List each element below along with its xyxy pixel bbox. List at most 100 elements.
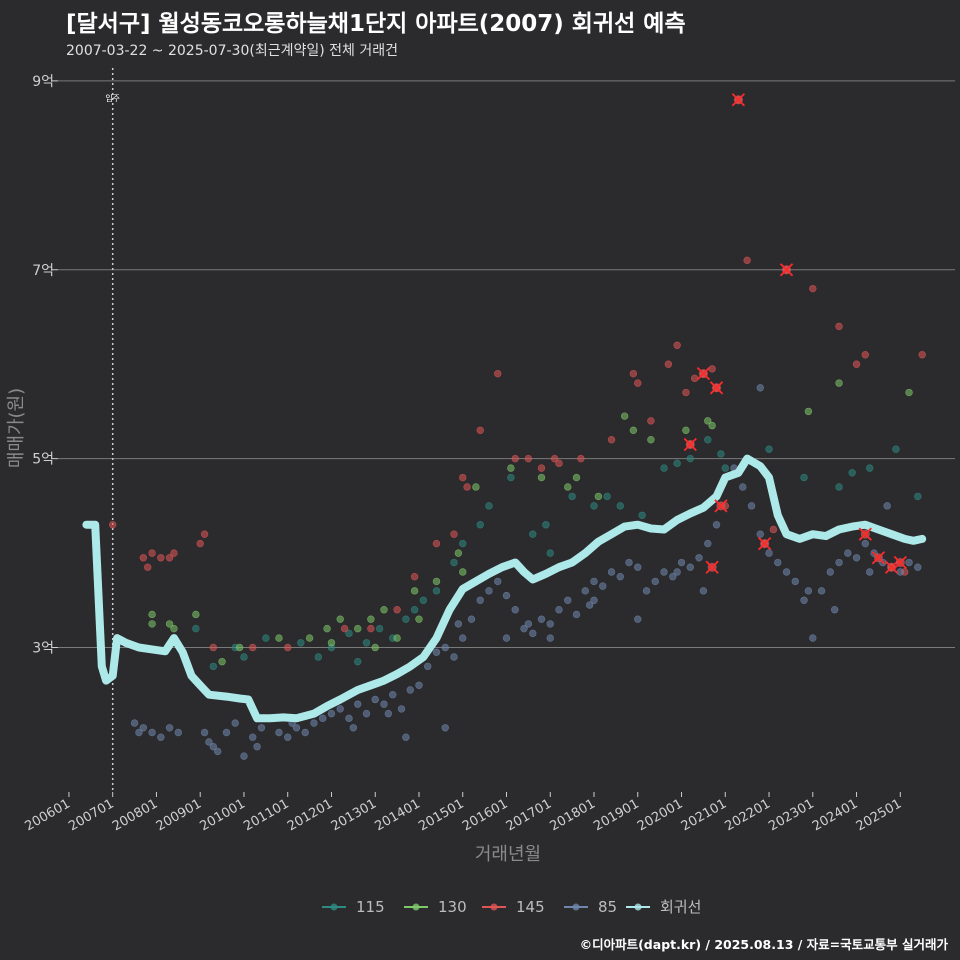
point-115 [590, 502, 598, 510]
point-85 [546, 620, 554, 628]
legend-label: 130 [438, 898, 467, 916]
point-85 [494, 577, 502, 586]
point-115 [476, 521, 484, 529]
point-85 [520, 624, 528, 633]
point-145 [664, 360, 673, 368]
point-115 [345, 629, 353, 638]
y-axis-title: 매매가(원) [6, 388, 27, 468]
point-145 [393, 606, 401, 614]
point-85 [284, 733, 292, 741]
point-85 [905, 558, 913, 567]
point-85 [695, 554, 703, 562]
point-85 [524, 620, 533, 628]
point-145 [459, 473, 467, 482]
point-145 [607, 436, 616, 444]
point-85 [148, 728, 156, 737]
point-85 [852, 554, 861, 562]
point-145 [144, 563, 152, 571]
highlight-cross [871, 551, 886, 565]
point-115 [485, 502, 493, 510]
highlight-cross [683, 437, 697, 452]
move-in-label: 입주 [105, 94, 120, 103]
point-130 [620, 412, 629, 420]
point-145 [284, 643, 292, 652]
point-85 [616, 572, 624, 581]
point-85 [502, 591, 511, 600]
point-145 [682, 388, 690, 397]
point-115 [546, 549, 554, 557]
point-85 [476, 596, 484, 604]
point-130 [507, 464, 515, 472]
point-145 [367, 624, 375, 633]
point-145 [577, 454, 585, 463]
points-layer [108, 96, 926, 760]
x-tick-label: 200701 [66, 796, 116, 834]
point-115 [835, 483, 843, 491]
point-85 [222, 728, 231, 737]
x-tick-label: 201001 [197, 796, 247, 834]
legend-swatch-dot [572, 903, 580, 911]
point-145 [200, 530, 209, 538]
point-85 [599, 582, 607, 590]
point-115 [765, 445, 773, 453]
point-85 [165, 724, 174, 732]
point-85 [686, 563, 694, 571]
point-85 [607, 568, 616, 576]
point-85 [529, 629, 537, 638]
point-85 [914, 563, 922, 571]
y-tick-label: 3억 [32, 641, 54, 657]
point-85 [275, 728, 283, 737]
point-115 [262, 634, 270, 642]
point-130 [323, 624, 331, 633]
point-145 [170, 549, 178, 557]
grid-layer [58, 80, 955, 649]
point-145 [524, 454, 533, 463]
y-tick-label: 7억 [32, 263, 54, 279]
legend: 115 130 145 85 회귀선 [322, 898, 701, 916]
point-130 [275, 634, 283, 642]
point-85 [669, 572, 677, 581]
point-115 [892, 445, 900, 453]
regression-line [82, 454, 927, 723]
point-85 [253, 742, 261, 751]
x-tick-label: 201801 [548, 796, 598, 834]
x-tick-label: 201701 [504, 796, 554, 834]
point-130 [354, 624, 362, 633]
legend-label: 145 [516, 898, 545, 916]
point-85 [511, 606, 519, 614]
point-85 [384, 709, 393, 718]
point-115 [848, 469, 856, 477]
highlight-cross [714, 499, 728, 513]
point-130 [371, 643, 379, 652]
point-115 [638, 511, 646, 519]
point-85 [389, 691, 397, 699]
point-85 [704, 539, 712, 548]
point-130 [682, 426, 690, 435]
highlight-cross [884, 560, 899, 574]
point-85 [402, 733, 410, 741]
highlight-cross [731, 93, 746, 107]
point-115 [603, 492, 611, 501]
point-145 [743, 256, 751, 265]
point-130 [410, 587, 419, 595]
point-130 [148, 620, 156, 628]
point-145 [809, 284, 817, 293]
point-145 [708, 365, 716, 373]
point-85 [817, 587, 826, 595]
point-85 [327, 709, 336, 718]
point-130 [367, 615, 375, 623]
point-85 [205, 738, 213, 746]
point-85 [756, 530, 764, 538]
highlight-cross [779, 263, 794, 277]
point-115 [686, 454, 694, 463]
point-130 [148, 610, 156, 619]
point-85 [835, 558, 843, 567]
x-tick-label: 202201 [723, 796, 773, 834]
point-85 [642, 587, 651, 595]
point-130 [235, 643, 244, 652]
point-85 [634, 563, 642, 571]
point-85 [310, 719, 318, 727]
point-130 [647, 436, 655, 444]
point-115 [450, 558, 458, 567]
regression-layer [82, 454, 927, 723]
